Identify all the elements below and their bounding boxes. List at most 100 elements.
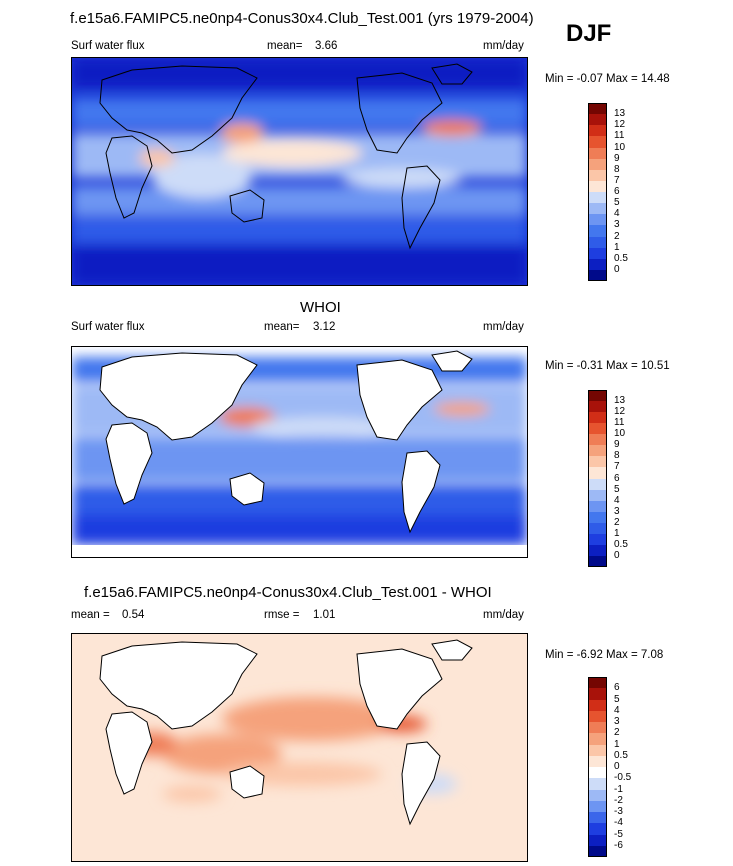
panel2-map-svg — [72, 347, 527, 557]
colorbar1-swatch — [588, 103, 607, 115]
colorbar2-tick-label: 0.5 — [614, 538, 628, 550]
colorbar2-tick-label: 6 — [614, 472, 620, 484]
colorbar1-tick-label: 5 — [614, 197, 620, 209]
colorbar3-tick-label: 4 — [614, 704, 620, 716]
colorbar2-tick-label: 13 — [614, 395, 626, 407]
colorbar2-tick-label: 10 — [614, 428, 626, 440]
colorbar3-tick-label: -0.5 — [614, 772, 632, 784]
colorbar1-tick-label: 2 — [614, 230, 620, 242]
panel3-rmse-value: 1.01 — [313, 609, 336, 621]
panel1-mean-label: mean= — [267, 40, 303, 52]
colorbar1-swatch — [588, 114, 607, 126]
colorbar1-tick-label: 0 — [614, 263, 620, 275]
colorbar1-tick-label: 7 — [614, 174, 620, 186]
panel1-map-svg — [72, 58, 527, 285]
colorbar3-tick-label: -4 — [614, 817, 623, 829]
colorbar3-tick-label: 5 — [614, 693, 620, 705]
panel2-map — [71, 346, 528, 558]
colorbar3-tick-label: 6 — [614, 682, 620, 694]
colorbar3-swatch — [588, 755, 607, 767]
colorbar3-swatch — [588, 699, 607, 711]
colorbar3-tick-label: 3 — [614, 716, 620, 727]
colorbar1-swatch — [588, 147, 607, 159]
colorbar1-swatch — [588, 214, 607, 226]
colorbar2-swatch — [588, 511, 607, 523]
panel2-mean-label: mean= — [264, 321, 300, 333]
colorbar3-swatch — [588, 710, 607, 722]
colorbar2-swatch — [588, 544, 607, 556]
colorbar2-tick-label: 2 — [614, 516, 620, 528]
colorbar3-tick-label: -1 — [614, 783, 623, 795]
colorbar2-tick-label: 4 — [614, 494, 620, 506]
panel3-mean-value: 0.54 — [122, 609, 145, 621]
colorbar2-swatch — [588, 467, 607, 479]
colorbar3-swatch — [588, 733, 607, 745]
colorbar1-tick-label: 6 — [614, 186, 620, 197]
panel3-rmse-label: rmse = — [264, 609, 300, 621]
colorbar1-swatch — [588, 169, 607, 181]
colorbar3-tick-label: -3 — [614, 806, 623, 817]
colorbar3-swatch — [588, 778, 607, 790]
colorbar1-tick-label: 13 — [614, 108, 626, 120]
colorbar1-tick-label: 11 — [614, 130, 625, 142]
colorbar3-swatch — [588, 677, 607, 689]
panel2-units: mm/day — [483, 321, 524, 333]
colorbar3-swatch — [588, 845, 607, 857]
colorbar2-tick-label: 5 — [614, 483, 620, 495]
colorbar3-tick-label: 1 — [614, 738, 620, 750]
colorbar1-swatch — [588, 225, 607, 237]
colorbar2-swatch — [588, 500, 607, 512]
colorbar2-swatch — [588, 555, 607, 567]
colorbar2-swatch — [588, 445, 607, 457]
colorbar2-tick-label: 7 — [614, 461, 620, 473]
panel2-mean-value: 3.12 — [313, 321, 336, 333]
main-title: f.e15a6.FAMIPC5.ne0np4-Conus30x4.Club_Te… — [70, 10, 534, 27]
panel1-units: mm/day — [483, 40, 524, 52]
colorbar3-tick-label: -5 — [614, 828, 623, 840]
colorbar2-swatch — [588, 533, 607, 545]
colorbar1-swatch — [588, 236, 607, 248]
colorbar1-tick-label: 3 — [614, 219, 620, 231]
colorbar3-tick-label: -6 — [614, 839, 623, 851]
panel3-title: f.e15a6.FAMIPC5.ne0np4-Conus30x4.Club_Te… — [84, 584, 492, 601]
panel1-map — [71, 57, 528, 286]
panel1-minmax: Min = -0.07 Max = 14.48 — [545, 73, 670, 85]
colorbar2-swatch — [588, 489, 607, 501]
colorbar2-tick-label: 12 — [614, 406, 626, 418]
panel3-map — [71, 633, 528, 862]
panel3-map-svg — [72, 634, 527, 861]
colorbar3-swatch — [588, 789, 607, 801]
colorbar2-swatch — [588, 434, 607, 446]
colorbar2-tick-label: 3 — [614, 505, 620, 517]
colorbar2-swatch — [588, 412, 607, 424]
panel3-units: mm/day — [483, 609, 524, 621]
colorbar3-swatch — [588, 800, 607, 812]
panel3-minmax: Min = -6.92 Max = 7.08 — [545, 649, 664, 661]
colorbar1-swatch — [588, 158, 607, 170]
panel3-mean-label: mean = — [71, 609, 110, 621]
colorbar2-tick-label: 0 — [614, 549, 620, 561]
colorbar3-swatch — [588, 722, 607, 734]
colorbar3-tick-label: 2 — [614, 727, 620, 739]
colorbar1-swatch — [588, 269, 607, 281]
colorbar3-swatch — [588, 834, 607, 846]
colorbar1-tick-label: 12 — [614, 119, 626, 131]
colorbar3-swatch — [588, 812, 607, 824]
colorbar1-tick-label: 9 — [614, 152, 620, 164]
colorbar2-swatch — [588, 522, 607, 534]
colorbar2-swatch — [588, 456, 607, 468]
colorbar2-swatch — [588, 423, 607, 435]
season-label: DJF — [566, 20, 612, 47]
colorbar2-tick-label: 1 — [614, 527, 620, 539]
colorbar1-tick-label: 10 — [614, 141, 626, 153]
colorbar1-tick-label: 4 — [614, 208, 620, 220]
colorbar1-swatch — [588, 192, 607, 204]
panel1-colorbar: 13 12 11 10 9 8 7 6 5 4 3 2 1 0.5 0 — [588, 103, 648, 281]
panel3-colorbar: 6 5 4 3 2 1 0.5 0 -0.5 -1 -2 -3 -4 -5 -6 — [588, 677, 648, 857]
colorbar2-swatch — [588, 401, 607, 413]
colorbar3-tick-label: 0.5 — [614, 749, 628, 761]
panel2-field-label: Surf water flux — [71, 321, 145, 333]
colorbar2-tick-label: 8 — [614, 450, 620, 462]
colorbar1-swatch — [588, 125, 607, 137]
panel2-colorbar: 13 12 11 10 9 8 7 6 5 4 3 2 1 0.5 0 — [588, 390, 648, 567]
